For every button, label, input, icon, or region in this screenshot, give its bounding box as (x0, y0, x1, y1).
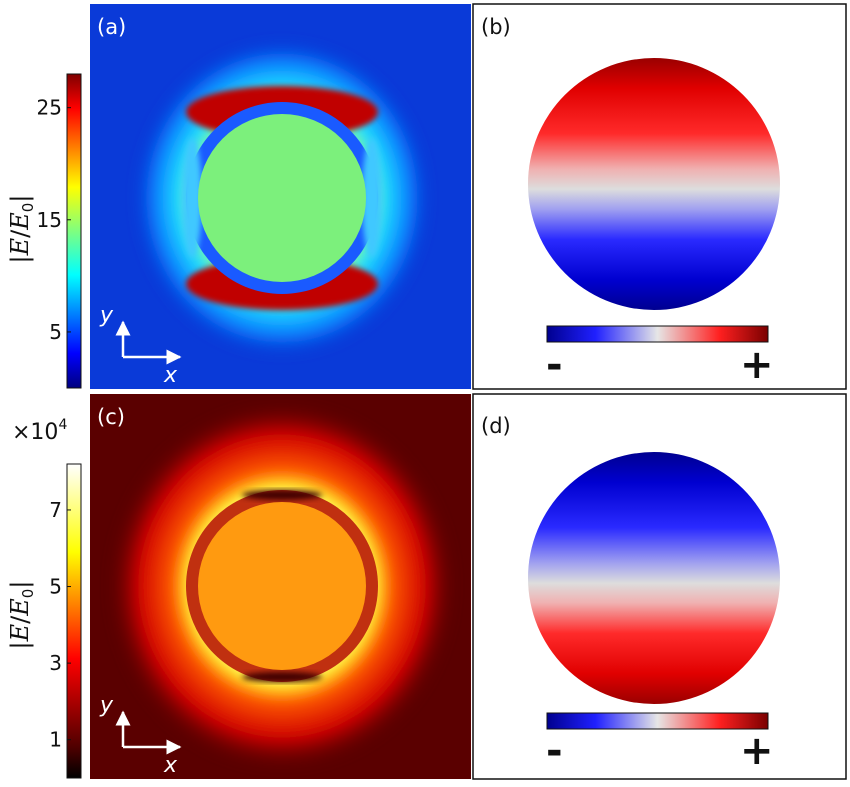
panel-a-x-label: x (163, 363, 178, 388)
panel-c-core (198, 502, 366, 670)
colorbar-bottom-tick-label: 1 (49, 728, 62, 752)
panel-d-sphere (528, 452, 780, 704)
panel-b-charge-bar (546, 325, 769, 343)
colorbar-bottom-tick-label: 3 (49, 651, 62, 675)
panel-a-y-label: y (99, 303, 114, 328)
colorbar-top-tick-label: 25 (37, 96, 62, 120)
colorbar-bottom-label: |E/E0| (6, 581, 37, 650)
panel-d-charge-bar (546, 712, 769, 730)
panel-c-shell-dark-top (242, 490, 322, 500)
panel-c-x-label: x (163, 753, 178, 778)
colorbar-bottom-tick-label: 7 (49, 498, 62, 522)
panel-d-label: (d) (481, 414, 511, 438)
colorbar-top-ticks: 25 15 5 (37, 96, 71, 344)
panel-c: (c) y x (90, 394, 471, 779)
colorbar-bottom-ticks: 7 5 3 1 (49, 498, 71, 752)
panel-c-label: (c) (97, 405, 125, 429)
panel-a: (a) y x (90, 4, 471, 389)
panel-a-shell-side-left (182, 138, 202, 258)
panel-d-plus-label: + (740, 728, 774, 774)
colorbar-bottom-gradient (66, 463, 82, 779)
panel-a-label: (a) (97, 15, 126, 39)
colorbar-bottom: ×104 7 5 3 1 |E/E0| (6, 417, 82, 779)
panel-a-shell-side-right (362, 138, 382, 258)
colorbar-top-tick-label: 5 (49, 320, 62, 344)
panel-b-sphere (528, 58, 780, 310)
panel-b: (b) - + (472, 3, 847, 390)
colorbar-bottom-tick-label: 5 (49, 575, 62, 599)
colorbar-top-tick-label: 15 (37, 208, 62, 232)
panel-c-axes-indicator: y x (99, 693, 182, 778)
colorbar-top-gradient (66, 73, 82, 389)
colorbar-bottom-multiplier: ×104 (12, 417, 67, 445)
panel-c-shell-dark-bottom (242, 672, 322, 682)
panel-a-axes-indicator: y x (99, 303, 182, 388)
panel-d: (d) - + (472, 393, 847, 780)
panel-d-minus-label: - (546, 728, 563, 774)
colorbar-top: 25 15 5 |E/E0| (6, 73, 82, 389)
panel-c-y-label: y (99, 693, 114, 718)
panel-b-minus-label: - (546, 342, 563, 388)
panel-b-plus-label: + (740, 342, 774, 388)
colorbar-top-label: |E/E0| (6, 195, 37, 264)
panel-a-core (198, 114, 366, 282)
panel-b-label: (b) (481, 15, 511, 39)
